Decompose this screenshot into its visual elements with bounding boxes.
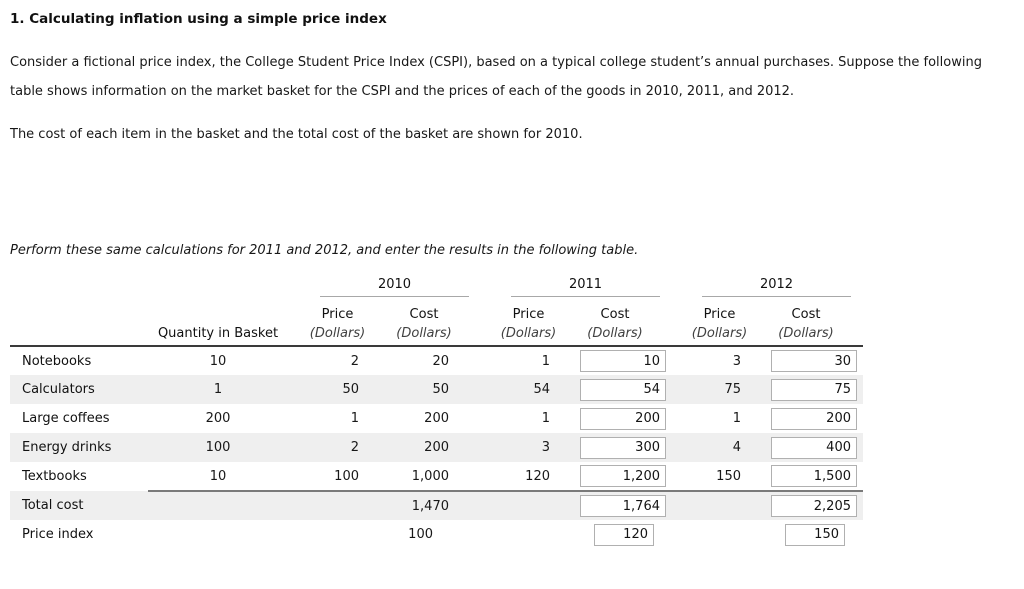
cost-header: Cost [791, 307, 821, 322]
cost-2012-input[interactable] [771, 465, 857, 487]
price-2012-value: 1 [732, 411, 741, 426]
cost-2011-input[interactable] [580, 378, 666, 401]
price-header: Price [512, 307, 545, 322]
price-2011-value: 54 [499, 375, 572, 404]
price-2012-value: 4 [690, 433, 763, 462]
cost-2010-value: 200 [424, 411, 449, 426]
cost-2011-input[interactable] [580, 350, 666, 372]
cost-header: Cost [600, 307, 630, 322]
price-2012-value: 150 [716, 468, 741, 484]
price-index-label: Price index [22, 527, 94, 542]
cost-header: Cost [409, 307, 439, 322]
price-2010-value: 1 [350, 411, 359, 426]
price-index-2012-input[interactable] [785, 523, 845, 546]
total-cost-2010-value: 1,470 [381, 490, 481, 520]
dollars-label: (Dollars) [381, 322, 481, 347]
cost-2012-input[interactable] [771, 378, 857, 401]
year-header-2011: 2011 [499, 275, 672, 297]
quantity-value: 10 [209, 468, 227, 484]
dollars-label: (Dollars) [763, 322, 863, 347]
cost-note-paragraph: The cost of each item in the basket and … [10, 127, 583, 142]
price-index-2010-value: 100 [408, 527, 433, 542]
price-2011-value: 120 [525, 468, 550, 484]
cost-2011-input[interactable] [580, 407, 666, 430]
price-2011-value: 1 [541, 353, 550, 369]
table-row: Large coffees 200 1 200 1 1 [10, 404, 863, 433]
table-row: Calculators 1 50 50 54 75 [10, 375, 863, 404]
price-index-2011-input[interactable] [594, 523, 654, 546]
item-label: Textbooks [22, 469, 87, 484]
total-cost-2011-input[interactable] [580, 495, 666, 517]
dollars-label: (Dollars) [690, 322, 763, 347]
page-title: 1. Calculating inflation using a simple … [10, 11, 387, 27]
cost-2010-value: 200 [381, 433, 481, 462]
cspi-table: 2010 2011 2012 Price Cost Price Cost Pri… [10, 275, 863, 549]
dollars-label: (Dollars) [572, 322, 672, 347]
dollars-label: (Dollars) [499, 322, 572, 347]
intro-paragraph: Consider a fictional price index, the Co… [10, 55, 982, 99]
quantity-value: 1 [148, 375, 308, 404]
cost-2012-input[interactable] [771, 350, 857, 372]
quantity-value: 200 [205, 411, 231, 426]
item-label: Calculators [10, 375, 148, 404]
price-2012-value: 75 [690, 375, 763, 404]
price-2010-value: 2 [308, 433, 381, 462]
price-header: Price [321, 307, 354, 322]
price-2010-value: 50 [308, 375, 381, 404]
quantity-header: Quantity in Basket [148, 322, 308, 347]
cost-2010-value: 1,000 [411, 468, 449, 484]
price-2010-value: 100 [334, 468, 359, 484]
cost-2012-input[interactable] [771, 407, 857, 430]
cost-2010-value: 20 [432, 353, 449, 369]
cost-2011-input[interactable] [580, 465, 666, 487]
quantity-value: 100 [148, 433, 308, 462]
table-row: Energy drinks 100 2 200 3 4 [10, 433, 863, 462]
table-row: Textbooks 10 100 1,000 120 150 [10, 462, 863, 491]
table-row: Notebooks 10 2 20 1 3 [10, 346, 863, 375]
dollars-label: (Dollars) [308, 322, 381, 347]
instruction-text: Perform these same calculations for 2011… [10, 243, 639, 258]
item-label: Notebooks [22, 353, 92, 369]
price-header: Price [703, 307, 736, 322]
total-cost-label: Total cost [10, 491, 148, 520]
year-header-2010: 2010 [308, 275, 481, 297]
total-cost-row: Total cost 1,470 [10, 490, 863, 520]
price-2011-value: 3 [499, 433, 572, 462]
total-cost-2012-input[interactable] [771, 495, 857, 517]
cost-2011-input[interactable] [580, 436, 666, 459]
quantity-value: 10 [209, 353, 227, 369]
item-label: Energy drinks [10, 433, 148, 462]
cost-2010-value: 50 [381, 375, 481, 404]
price-2010-value: 2 [350, 353, 359, 369]
price-2011-value: 1 [541, 411, 550, 426]
year-header-2012: 2012 [690, 275, 863, 297]
price-2012-value: 3 [732, 353, 741, 369]
item-label: Large coffees [22, 411, 110, 426]
cost-2012-input[interactable] [771, 436, 857, 459]
price-index-row: Price index 100 [10, 520, 863, 549]
